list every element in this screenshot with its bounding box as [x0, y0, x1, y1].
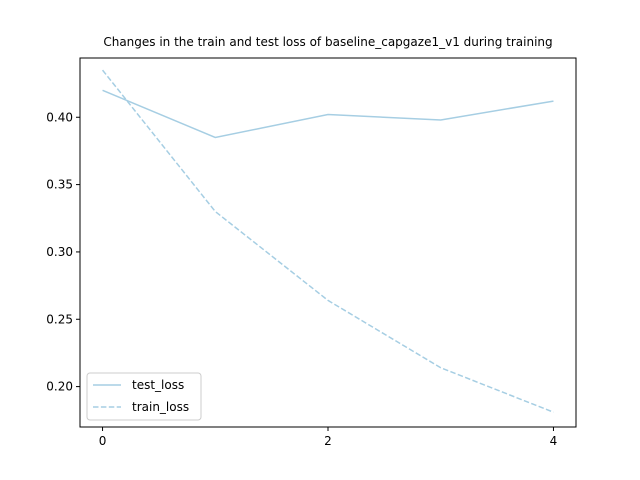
legend-label-test-loss: test_loss — [132, 378, 184, 392]
x-tick-label: 4 — [550, 434, 558, 448]
series-line-test-loss — [102, 89, 554, 139]
y-tick-label: 0.40 — [46, 110, 73, 124]
series-lines — [101, 69, 554, 413]
y-tick-label: 0.30 — [46, 245, 73, 259]
legend: test_loss train_loss — [86, 372, 202, 421]
legend-label-train-loss: train_loss — [132, 400, 189, 414]
y-tick-label: 0.20 — [46, 380, 73, 394]
y-tick-label: 0.25 — [46, 312, 73, 326]
x-tick-label: 2 — [324, 434, 332, 448]
x-tick-label: 0 — [99, 434, 107, 448]
plot-area-frame — [79, 57, 577, 428]
x-axis: 0 2 4 — [99, 427, 558, 448]
series-line-train-loss — [101, 69, 554, 413]
chart-title: Changes in the train and test loss of ba… — [103, 35, 552, 49]
y-axis: 0.20 0.25 0.30 0.35 0.40 — [46, 110, 80, 394]
y-tick-label: 0.35 — [46, 178, 73, 192]
